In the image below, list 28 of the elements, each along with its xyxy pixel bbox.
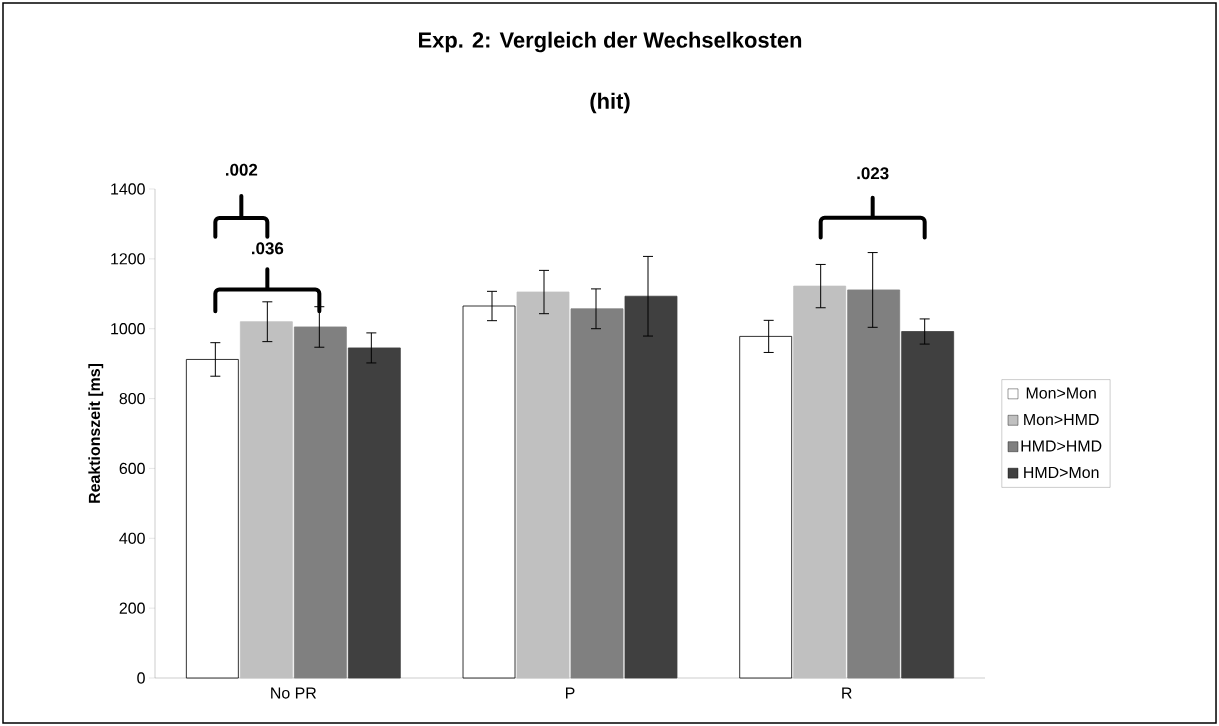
x-tick-label: No PR [271, 687, 317, 699]
x-tick-label: P [566, 687, 575, 699]
y-tick-label: 1400 [111, 183, 145, 195]
y-tick-label: 1200 [111, 253, 145, 265]
y-tick-label: 1000 [111, 323, 145, 335]
bar [516, 291, 570, 679]
legend-label: Mon>Mon [1026, 387, 1096, 399]
chart-title: Exp. 2: Vergleich der Wechselkosten [419, 31, 802, 53]
y-tick-label: 0 [137, 672, 145, 684]
text: .002 [226, 163, 258, 176]
y-tick-label: 200 [119, 602, 145, 614]
x-tick-label: R [842, 687, 852, 699]
legend-label: HMD>HMD [1021, 440, 1102, 452]
bar [239, 321, 293, 679]
y-axis-title: Reaktionszeit [ms] [88, 364, 104, 503]
text: .023 [857, 167, 889, 180]
chart-subtitle: (hit) [590, 92, 630, 114]
legend-label: HMD>Mon [1024, 466, 1099, 479]
y-tick-label: 800 [119, 392, 145, 405]
bar [347, 347, 401, 679]
bar [901, 331, 955, 679]
y-tick-label: 600 [119, 462, 145, 475]
bar [624, 295, 678, 679]
y-tick-label: 400 [119, 532, 145, 544]
legend-label: Mon>HMD [1024, 414, 1099, 426]
annotation: .036 [252, 242, 284, 255]
bar [793, 285, 847, 679]
bar [570, 308, 624, 679]
